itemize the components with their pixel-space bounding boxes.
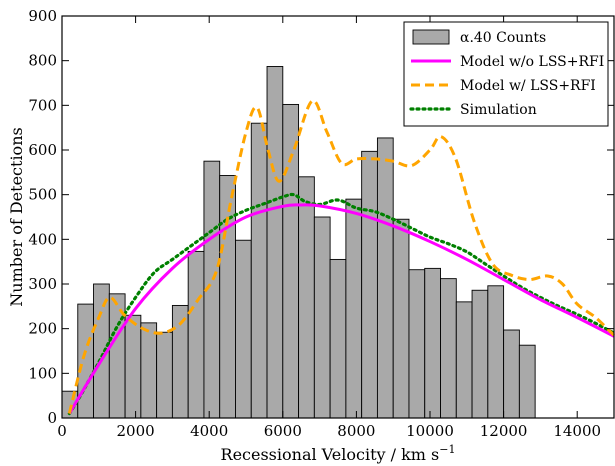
y-tick-label: 600: [28, 141, 57, 159]
histogram-bar: [408, 269, 426, 419]
histogram-bar: [250, 122, 268, 419]
series-line: [67, 192, 615, 416]
y-tick-label: 0: [47, 409, 57, 427]
histogram-bar: [313, 216, 331, 419]
histogram-bar: [392, 218, 410, 419]
histogram-bar: [219, 175, 236, 419]
histogram-bar: [77, 303, 94, 419]
histogram-bar: [329, 258, 347, 419]
legend-label: Model w/o LSS+RFI: [460, 54, 604, 70]
x-tick-label: 10000: [406, 422, 454, 440]
histogram-bar: [518, 344, 536, 419]
histogram-bar: [376, 137, 394, 419]
histogram-bar: [471, 289, 489, 419]
series-line: [67, 99, 615, 414]
x-tick-label: 6000: [264, 422, 302, 440]
legend: α.40 Counts Model w/o LSS+RFI Model w/ LSS…: [403, 21, 609, 127]
histogram-bar: [361, 150, 378, 419]
histogram-bar: [455, 301, 473, 419]
histogram-bar: [266, 66, 284, 419]
y-tick-label: 100: [28, 364, 57, 382]
histogram-bar: [124, 314, 142, 419]
x-tick-label: 8000: [337, 422, 375, 440]
histogram-bar: [424, 267, 441, 419]
legend-label: Model w/ LSS+RFI: [460, 78, 596, 94]
y-tick-label: 800: [28, 52, 57, 70]
plot-frame: [61, 15, 615, 419]
legend-swatch: [412, 29, 450, 45]
y-tick-label: 500: [28, 186, 57, 204]
histogram-bar: [282, 103, 300, 419]
y-axis-title: Number of Detections: [7, 127, 26, 306]
y-tick-label: 300: [28, 275, 57, 293]
x-tick-label: 2000: [117, 422, 155, 440]
legend-label: Simulation: [460, 102, 537, 118]
histogram-bar: [487, 285, 505, 419]
legend-label: α.40 Counts: [460, 30, 546, 46]
x-tick-label: 4000: [190, 422, 228, 440]
histogram-bar: [156, 331, 173, 419]
histogram-bar: [140, 322, 158, 419]
y-tick-label: 200: [28, 320, 57, 338]
y-tick-label: 400: [28, 230, 57, 248]
series-line: [68, 203, 615, 415]
histogram-bar: [298, 176, 315, 419]
y-tick-label: 900: [28, 7, 57, 25]
x-tick-label: 12000: [480, 422, 528, 440]
y-tick-label: 700: [28, 96, 57, 114]
x-tick-label: 0: [57, 422, 67, 440]
model-lines: [67, 99, 615, 416]
x-tick-label: 14000: [553, 422, 601, 440]
histogram-bar: [503, 329, 520, 419]
histogram-bar: [235, 239, 252, 419]
axis-tick-labels: 0 2000 4000 6000 8000 10000 12000 14000 0 100 200 3…: [28, 7, 601, 440]
histogram-bar: [187, 250, 205, 419]
histogram-bar: [440, 278, 457, 419]
histogram-bar: [345, 198, 363, 419]
x-axis-title: Recessional Velocity / km s−1: [221, 443, 456, 464]
